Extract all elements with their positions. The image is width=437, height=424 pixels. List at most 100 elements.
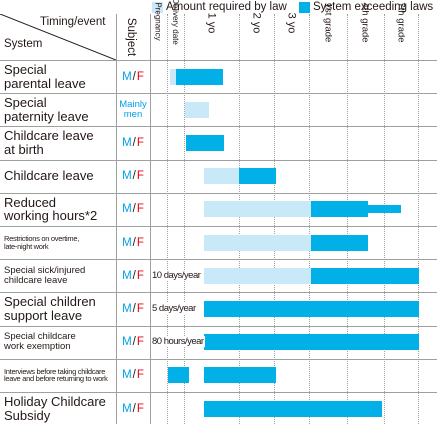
bar-required-by-law	[185, 101, 209, 118]
subject-slash: /	[132, 302, 136, 315]
subject-cell: M / F	[116, 259, 150, 292]
legend-legal-swatch	[152, 1, 163, 13]
subject-male: M	[122, 70, 132, 83]
column-divider	[116, 14, 117, 424]
subject-slash: /	[132, 236, 136, 249]
system-name: Restrictions on overtime, late-night wor…	[4, 233, 80, 251]
row-divider	[0, 60, 437, 61]
system-name: Reduced working hours*2	[4, 194, 98, 224]
subject-cell: M / F	[116, 193, 150, 226]
system-name: Childcare leave at birth	[4, 128, 94, 157]
subject-slash: /	[132, 269, 136, 282]
column-divider	[150, 14, 151, 424]
subject-male: M	[122, 302, 132, 315]
legend-legal: Amount required by law	[152, 0, 287, 14]
table-row: Special parental leave M / F	[0, 60, 437, 93]
subject-cell: M / F	[116, 292, 150, 325]
table-row: Restrictions on overtime, late-night wor…	[0, 226, 437, 259]
bar-exceeding-law	[311, 201, 368, 218]
row-divider	[0, 93, 437, 94]
subject-male: M	[122, 136, 132, 149]
header-tick-label: 2 yo	[250, 12, 263, 34]
bar-exceeding-law	[368, 205, 401, 214]
subject-cell: M / F	[116, 359, 150, 392]
allowance-label: 80 hours/year	[152, 336, 205, 348]
subject-slash: /	[132, 70, 136, 83]
header-tick: Delivery date	[167, 0, 184, 60]
header-tick: 2 yo	[247, 12, 267, 60]
system-name: Special parental leave	[4, 61, 86, 91]
system-name: Special childcare work exemption	[4, 331, 76, 353]
subject-slash: /	[132, 369, 136, 382]
table-row: Reduced working hours*2 M / F	[0, 193, 437, 226]
timeline-gridline	[184, 14, 185, 424]
subject-mainly-men: Mainly men	[119, 98, 147, 120]
bar-required-by-law	[204, 267, 311, 284]
bar-required-by-law	[204, 234, 311, 251]
header-tick-label: 7th grade	[395, 2, 407, 43]
header-tick: 1 yo	[202, 12, 222, 60]
subject-cell: M / F	[116, 392, 150, 424]
legend-exceeding-label: System exceeding laws	[313, 1, 434, 13]
subject-female: F	[136, 402, 144, 415]
table-row: Interviews before taking childcare leave…	[0, 359, 437, 392]
allowance-label: 10 days/year	[152, 269, 202, 281]
bar-required-by-law	[204, 168, 239, 185]
bar-exceeding-law	[186, 134, 224, 151]
row-divider	[0, 359, 437, 360]
system-name: Interviews before taking childcare leave…	[4, 366, 108, 384]
subject-female: F	[136, 203, 144, 216]
legend-exceeding-swatch	[299, 1, 310, 13]
subject-cell: M / F	[116, 326, 150, 359]
subject-cell: Mainly men	[116, 93, 150, 126]
header-tick-label: 1 yo	[205, 12, 218, 34]
bar-required-by-law	[170, 68, 176, 85]
header-subject: Subject	[115, 14, 148, 60]
system-name: Special sick/injured childcare leave	[4, 264, 86, 286]
header-tick: 7th grade	[391, 2, 411, 60]
header-tick: 4th grade	[356, 2, 376, 60]
row-divider	[0, 259, 437, 260]
subject-female: F	[136, 236, 144, 249]
subject-slash: /	[132, 136, 136, 149]
table-row: Special childcare work exemption M / F 80 ho…	[0, 326, 437, 359]
timeline-gridline	[418, 14, 419, 424]
row-divider	[0, 226, 437, 227]
system-name: Holiday Childcare Subsidy	[4, 393, 106, 423]
subject-cell: M / F	[116, 226, 150, 259]
table-row: Holiday Childcare Subsidy M / F	[0, 392, 437, 424]
legend-exceeding: System exceeding laws	[299, 0, 433, 14]
table-row: Special children support leave M / F 5 days/…	[0, 292, 437, 325]
allowance-label: 5 days/year	[152, 302, 197, 314]
row-divider	[0, 392, 437, 393]
row-divider	[0, 160, 437, 161]
timeline-gridline	[167, 14, 168, 424]
subject-male: M	[122, 336, 132, 349]
header-timing: Timing/event	[40, 16, 106, 28]
header-tick-label: 1st grade	[322, 2, 334, 43]
system-name: Special children support leave	[4, 294, 96, 323]
subject-male: M	[122, 236, 132, 249]
table-row: Childcare leave at birth M / F	[0, 126, 437, 159]
timeline-gridline	[347, 14, 348, 424]
system-name: Special paternity leave	[4, 95, 89, 124]
header-tick-label: 3 yo	[285, 12, 298, 34]
table-row: Special sick/injured childcare leave M / F 1…	[0, 259, 437, 292]
row-divider	[0, 193, 437, 194]
subject-slash: /	[132, 170, 136, 183]
row-divider	[0, 292, 437, 293]
subject-female: F	[136, 269, 144, 282]
timeline-gridline	[309, 14, 310, 424]
subject-male: M	[122, 402, 132, 415]
bar-exceeding-law	[204, 334, 419, 351]
bar-exceeding-law	[239, 168, 276, 185]
legend-legal-label: Amount required by law	[166, 1, 287, 13]
table-row: Childcare leave M / F	[0, 160, 437, 193]
header-system: System	[4, 38, 43, 50]
bar-exceeding-law	[176, 68, 223, 85]
timeline-gridline	[239, 14, 240, 424]
row-divider	[0, 326, 437, 327]
subject-male: M	[122, 369, 132, 382]
bar-required-by-law	[204, 201, 311, 218]
bar-exceeding-law	[204, 367, 276, 384]
